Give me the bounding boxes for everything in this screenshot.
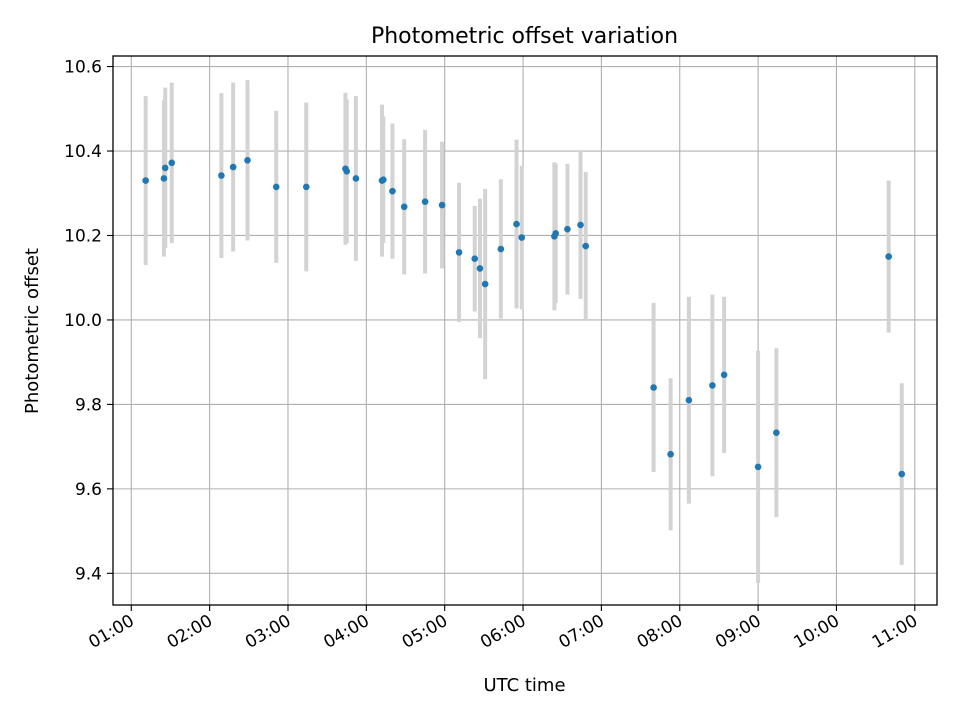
data-point: [343, 167, 351, 175]
data-point: [577, 221, 584, 229]
data-point: [497, 245, 505, 253]
data-point: [244, 157, 251, 164]
data-point: [667, 450, 674, 458]
data-point: [898, 470, 906, 478]
data-point: [380, 176, 387, 184]
data-point: [754, 463, 762, 471]
data-point: [302, 183, 310, 191]
data-point: [218, 172, 225, 179]
y-axis-ticks: 9.4 9.6 9.8 10.0 10.2 10.4 10.6: [64, 58, 113, 584]
y-tick-label: 9.4: [75, 564, 102, 584]
data-point: [142, 177, 149, 184]
data-point: [229, 163, 237, 171]
data-point: [168, 159, 176, 167]
y-tick-label: 9.8: [75, 395, 102, 415]
y-axis-label: Photometric offset: [22, 248, 43, 414]
data-point: [471, 255, 479, 263]
data-point: [773, 429, 780, 436]
data-point: [476, 265, 484, 272]
data-point: [650, 384, 657, 391]
data-point: [272, 183, 280, 191]
data-point: [161, 164, 169, 172]
data-point: [552, 230, 559, 237]
y-tick-label: 10.4: [64, 142, 102, 162]
data-point: [438, 201, 446, 209]
data-points: [142, 157, 906, 478]
data-point: [685, 396, 693, 404]
chart-title: Photometric offset variation: [371, 24, 678, 49]
data-point: [421, 198, 429, 205]
data-point: [518, 234, 526, 241]
data-point: [885, 253, 892, 260]
x-axis-label: UTC time: [483, 675, 565, 696]
y-tick-label: 9.6: [75, 480, 102, 500]
data-point: [564, 225, 571, 233]
data-point: [352, 175, 360, 182]
y-tick-label: 10.6: [64, 58, 102, 78]
data-point: [513, 220, 520, 228]
data-point: [582, 242, 590, 250]
data-point: [455, 249, 463, 256]
data-point: [389, 187, 396, 195]
y-tick-label: 10.0: [64, 311, 102, 331]
data-point: [720, 371, 728, 379]
y-tick-label: 10.2: [64, 226, 102, 246]
data-point: [400, 203, 408, 211]
plot-frame: [112, 55, 938, 606]
data-point: [160, 175, 168, 182]
grid-lines: [113, 56, 937, 605]
data-point: [481, 280, 489, 288]
data-point: [709, 382, 716, 389]
